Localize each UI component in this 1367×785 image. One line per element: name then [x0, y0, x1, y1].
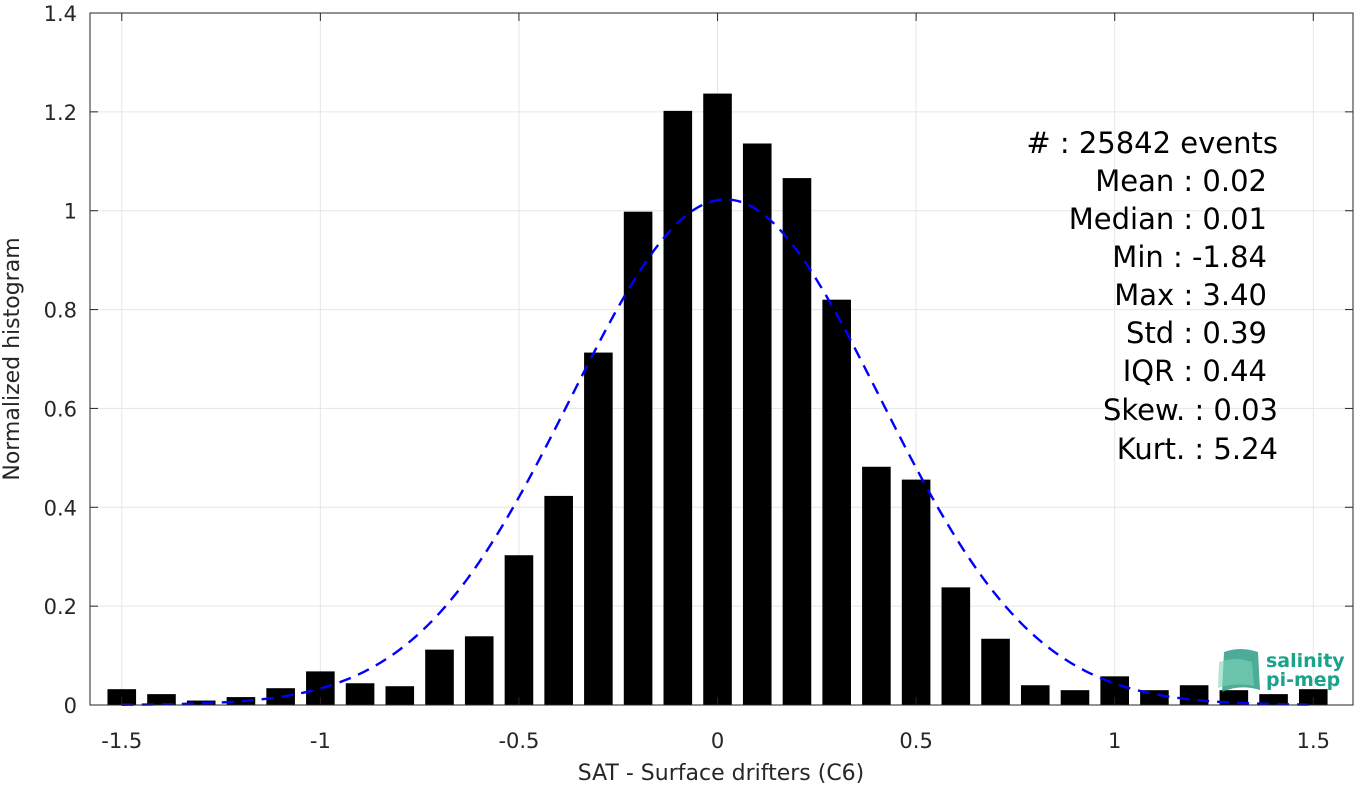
logo-text-pimep: pi-mep — [1266, 669, 1340, 691]
y-tick-label: 1.2 — [44, 101, 77, 125]
histogram-bar — [941, 587, 971, 705]
normal-fit-curve — [121, 198, 1314, 706]
histogram-bar — [1140, 690, 1169, 705]
x-axis-label: SAT - Surface drifters (C6) — [578, 761, 865, 785]
y-tick-label: 1 — [64, 200, 77, 224]
y-axis-ticks: 0 0.2 0.4 0.6 0.8 1 1.2 1.4 — [44, 2, 1353, 718]
histogram-bar — [544, 495, 573, 705]
histogram-bar — [703, 93, 732, 705]
histogram-bar — [901, 479, 931, 705]
x-tick-label: -0.5 — [498, 729, 539, 753]
histogram-bar — [623, 211, 653, 705]
histogram-bar — [504, 555, 534, 705]
histogram-bar — [1259, 694, 1288, 705]
logo-text-salinity: salinity — [1266, 650, 1345, 672]
histogram-bar — [742, 143, 772, 705]
histogram-bar — [584, 352, 613, 705]
histogram-bar — [1179, 685, 1209, 705]
stat-kurt: Kurt. : 5.24 — [1117, 432, 1278, 466]
stat-std: Std : 0.39 — [1126, 316, 1267, 350]
histogram-bar — [822, 299, 851, 705]
histogram-bar — [464, 636, 494, 705]
axes-box — [89, 12, 1354, 706]
statistics-box: # : 25842 events Mean : 0.02 Median : 0.… — [1026, 126, 1278, 466]
histogram-bar — [385, 686, 415, 705]
x-tick-label: 0 — [711, 729, 724, 753]
stat-skew: Skew. : 0.03 — [1103, 393, 1278, 427]
histogram-bar — [147, 694, 176, 705]
histogram-bar — [663, 110, 693, 705]
histogram-bar — [345, 683, 375, 705]
y-tick-label: 0.2 — [44, 595, 77, 619]
histogram-bar — [1020, 685, 1050, 705]
salinity-pi-mep-logo: salinity pi-mep — [1218, 649, 1345, 692]
stat-events: # : 25842 events — [1026, 126, 1278, 160]
histogram-bar — [862, 466, 891, 705]
y-tick-label: 0.8 — [44, 299, 77, 323]
stat-iqr: IQR : 0.44 — [1123, 354, 1267, 388]
y-tick-label: 0 — [64, 694, 77, 718]
histogram-bar — [186, 700, 216, 705]
histogram-bar — [226, 697, 256, 705]
stat-min: Min : -1.84 — [1112, 240, 1267, 274]
y-tick-label: 0.4 — [44, 496, 77, 520]
x-axis-ticks: -1.5 -1 -0.5 0 0.5 1 1.5 — [101, 13, 1330, 753]
x-tick-label: 1 — [1108, 729, 1121, 753]
stat-max: Max : 3.40 — [1114, 278, 1267, 312]
histogram-bar — [1060, 690, 1090, 705]
stat-mean: Mean : 0.02 — [1095, 164, 1267, 198]
histogram-bar — [981, 638, 1010, 705]
histogram-bar — [425, 649, 454, 705]
histogram-bars — [107, 93, 1328, 705]
stat-median: Median : 0.01 — [1069, 202, 1267, 236]
x-tick-label: -1 — [310, 729, 331, 753]
x-tick-label: 1.5 — [1297, 729, 1330, 753]
y-tick-label: 0.6 — [44, 397, 77, 421]
y-axis-label: Normalized histogram — [0, 237, 25, 480]
histogram-bar — [782, 178, 812, 705]
x-tick-label: -1.5 — [101, 729, 142, 753]
y-tick-label: 1.4 — [44, 2, 77, 26]
histogram-bar — [266, 688, 295, 705]
x-tick-label: 0.5 — [899, 729, 932, 753]
